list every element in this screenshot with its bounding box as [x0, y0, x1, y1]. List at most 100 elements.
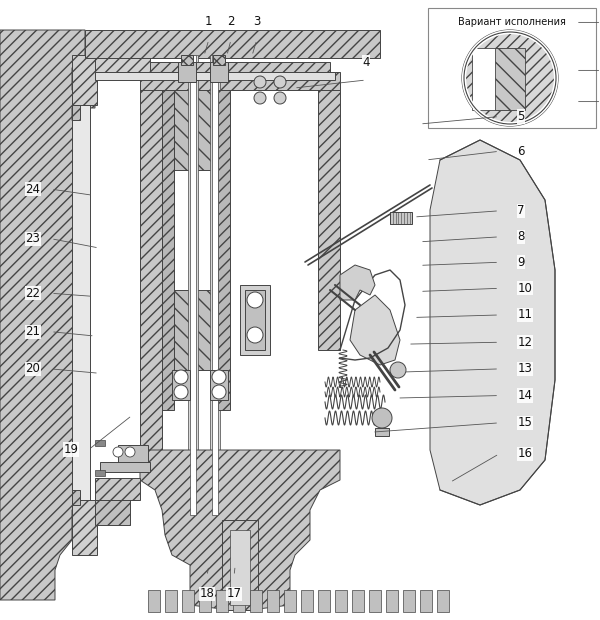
Bar	[72, 490, 80, 505]
Text: 12: 12	[517, 336, 532, 348]
Circle shape	[247, 327, 263, 343]
Bar	[218, 90, 230, 410]
Bar	[375, 428, 389, 436]
Text: 2: 2	[227, 16, 235, 28]
Bar	[72, 55, 97, 105]
Circle shape	[174, 385, 188, 399]
Bar	[240, 285, 270, 355]
Text: 9: 9	[517, 256, 525, 268]
Bar	[95, 440, 105, 446]
Circle shape	[390, 362, 406, 378]
Bar	[245, 290, 265, 350]
Text: 10: 10	[517, 282, 532, 294]
Text: 6: 6	[517, 145, 525, 157]
Text: 11: 11	[517, 309, 532, 321]
Bar	[95, 478, 140, 500]
Bar	[188, 55, 198, 515]
Bar	[95, 470, 105, 476]
Bar	[335, 590, 347, 612]
Circle shape	[254, 92, 266, 104]
Bar	[420, 590, 432, 612]
Text: 20: 20	[26, 363, 40, 375]
Bar	[437, 590, 449, 612]
Circle shape	[113, 447, 123, 457]
Text: 3: 3	[253, 16, 260, 28]
Bar	[267, 590, 279, 612]
Bar	[95, 58, 150, 72]
Bar	[174, 290, 216, 370]
Circle shape	[212, 385, 226, 399]
Text: 18: 18	[200, 588, 214, 600]
Bar	[199, 590, 211, 612]
Circle shape	[274, 76, 286, 88]
Polygon shape	[140, 450, 340, 610]
Bar	[318, 80, 340, 350]
Bar	[72, 105, 90, 500]
Bar	[210, 55, 220, 515]
Bar	[72, 105, 80, 120]
Bar	[190, 55, 196, 515]
Text: 1: 1	[205, 16, 212, 28]
Bar	[85, 30, 380, 58]
Circle shape	[247, 292, 263, 308]
Bar	[181, 55, 193, 65]
Bar	[222, 520, 258, 610]
Circle shape	[174, 370, 188, 384]
Text: 17: 17	[227, 588, 241, 600]
Bar	[352, 590, 364, 612]
Bar	[95, 72, 335, 80]
Text: 7: 7	[517, 205, 525, 217]
Text: 13: 13	[517, 363, 532, 375]
Text: 16: 16	[517, 448, 532, 460]
Bar	[162, 90, 174, 410]
Bar	[250, 590, 262, 612]
Circle shape	[372, 408, 392, 428]
Bar	[140, 80, 162, 450]
Bar	[210, 370, 228, 400]
Text: 23: 23	[26, 232, 40, 245]
Bar	[212, 55, 218, 515]
Bar	[72, 500, 97, 555]
Text: 4: 4	[362, 56, 370, 68]
Bar	[390, 212, 412, 224]
Bar	[148, 590, 160, 612]
Text: 15: 15	[517, 417, 532, 429]
Circle shape	[212, 370, 226, 384]
Bar	[301, 590, 313, 612]
Bar	[233, 590, 245, 612]
Bar	[100, 462, 150, 472]
Text: Вариант исполнения: Вариант исполнения	[458, 17, 566, 27]
Bar	[386, 590, 398, 612]
Bar	[284, 590, 296, 612]
Text: 21: 21	[25, 326, 41, 338]
Bar	[182, 590, 194, 612]
Bar	[118, 445, 148, 465]
Circle shape	[274, 92, 286, 104]
Bar	[210, 62, 228, 82]
Text: 22: 22	[25, 287, 41, 299]
Bar	[140, 72, 340, 90]
Text: 24: 24	[25, 183, 41, 195]
Bar	[428, 8, 596, 128]
Circle shape	[462, 30, 558, 126]
Polygon shape	[430, 140, 555, 505]
Text: 8: 8	[517, 231, 524, 243]
Bar	[95, 500, 130, 525]
Bar	[150, 62, 330, 72]
Bar	[216, 590, 228, 612]
Bar	[495, 48, 525, 110]
Text: 5: 5	[517, 110, 524, 123]
Bar	[165, 590, 177, 612]
Bar	[174, 90, 216, 170]
Bar	[178, 62, 196, 82]
Polygon shape	[350, 295, 400, 365]
Bar	[369, 590, 381, 612]
Bar	[472, 48, 514, 110]
Circle shape	[254, 76, 266, 88]
Bar	[213, 55, 225, 65]
Bar	[403, 590, 415, 612]
Bar	[172, 370, 190, 400]
Text: 19: 19	[64, 443, 78, 456]
Bar	[230, 530, 250, 605]
Bar	[318, 590, 330, 612]
